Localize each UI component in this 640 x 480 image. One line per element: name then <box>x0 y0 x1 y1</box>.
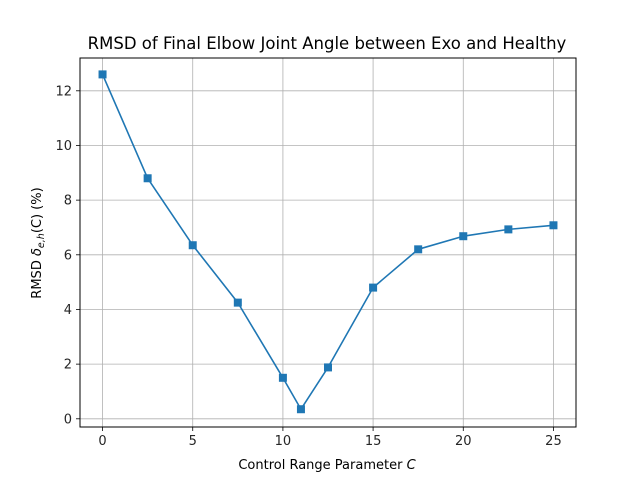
y-axis-label-subscript: e,h <box>36 233 47 248</box>
x-axis-label-text: Control Range Parameter <box>238 458 403 473</box>
x-axis-label-symbol: C <box>407 458 417 473</box>
y-tick-label: 2 <box>64 358 72 373</box>
data-point-marker <box>188 241 197 250</box>
y-tick-label: 8 <box>64 194 72 209</box>
y-tick-label: 12 <box>55 84 72 99</box>
data-point-marker <box>296 405 305 414</box>
y-tick-label: 6 <box>64 248 72 263</box>
y-axis-label: RMSD δe,h(C) (%) <box>30 187 47 298</box>
x-axis-label: Control Range Parameter C <box>238 458 416 473</box>
series-line <box>101 74 554 411</box>
x-tick-label: 10 <box>275 434 292 449</box>
ticks: 0 5 10 15 20 25 0 2 4 6 8 10 12 <box>55 84 561 449</box>
y-axis-label-suffix: (C) (%) <box>30 187 45 233</box>
data-point-marker <box>98 70 107 79</box>
data-point-marker <box>233 298 242 307</box>
y-tick-label: 4 <box>64 303 72 318</box>
data-point-marker <box>369 283 378 292</box>
data-point-marker <box>324 363 332 372</box>
y-axis-label-symbol: δ <box>30 248 45 256</box>
data-point-marker <box>143 174 152 183</box>
y-axis-label-prefix: RMSD <box>30 260 45 299</box>
series-layer <box>98 70 558 414</box>
x-tick-label: 5 <box>189 434 197 449</box>
data-point-marker <box>459 232 468 241</box>
data-point-marker <box>414 245 423 254</box>
plot-area-frame <box>79 57 577 428</box>
data-point-marker <box>504 225 513 234</box>
y-tick-label: 10 <box>55 139 72 154</box>
data-point-marker <box>549 221 558 230</box>
data-point-marker <box>278 373 287 382</box>
y-tick-label: 0 <box>64 412 72 427</box>
x-tick-label: 0 <box>98 434 106 449</box>
x-tick-label: 15 <box>365 434 382 449</box>
x-tick-label: 20 <box>455 434 472 449</box>
x-tick-label: 25 <box>545 434 562 449</box>
chart-title: RMSD of Final Elbow Joint Angle between … <box>88 34 567 53</box>
